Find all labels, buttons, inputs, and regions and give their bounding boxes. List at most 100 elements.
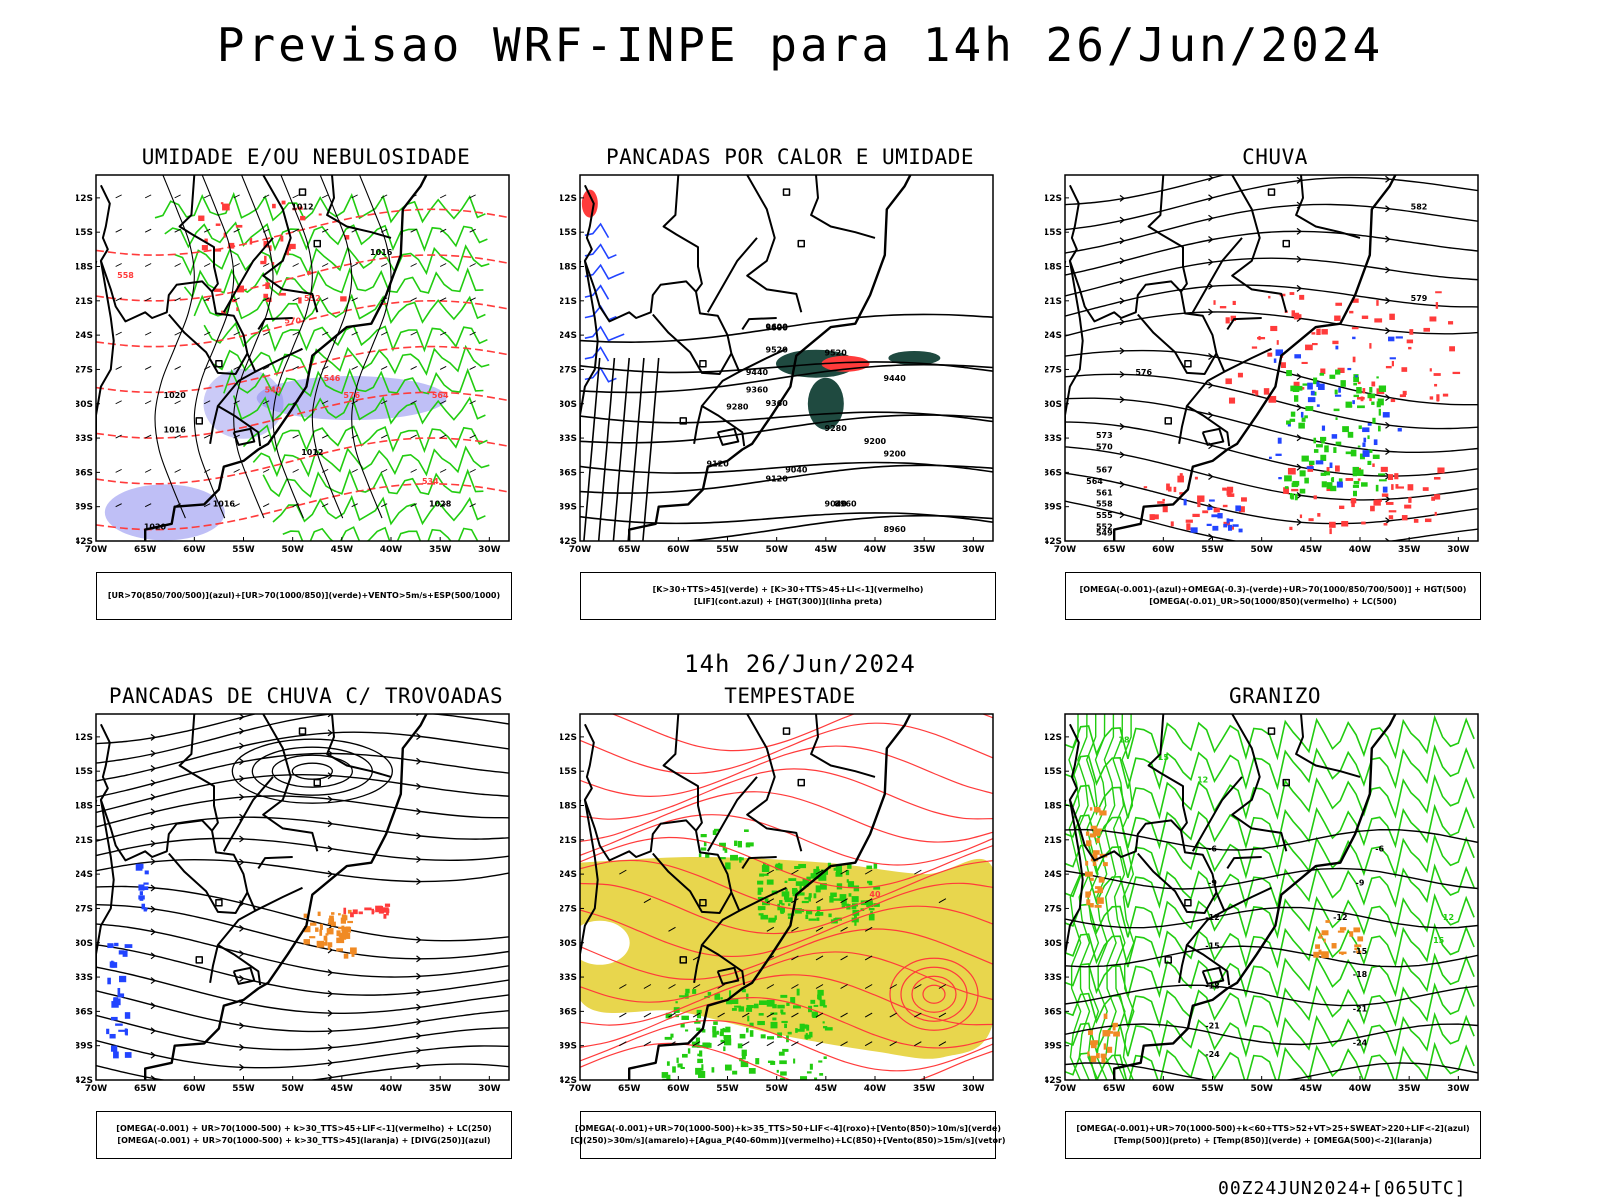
omega-blue [1373,439,1378,446]
wind850-green [757,1020,765,1026]
wind850-green [672,1066,676,1073]
wind-vector [439,366,447,370]
omega-green [1352,490,1357,497]
country-border [209,944,219,983]
omega500-orange [1339,927,1347,931]
lon-tick-label: 30W [478,545,501,555]
streamline-arrow [239,924,245,932]
omega-blue [1269,456,1272,459]
lat-tick-label: 30S [1045,400,1062,410]
wind850-green [816,917,820,921]
wind850-green [806,1071,812,1074]
wind-vector [115,263,122,267]
wind-vector [439,194,447,199]
streamline [1065,257,1478,297]
omega500-orange [1091,854,1098,860]
omega-red [1435,302,1439,309]
wind-vector [439,331,447,336]
wind850-green [729,990,732,998]
wind850-green [868,907,875,911]
streamline-arrow [416,878,422,886]
omega500-orange [1318,949,1322,955]
wind850-green [769,918,776,922]
lon-tick-label: 45W [1300,1084,1323,1094]
lat-tick-label: 27S [1045,365,1062,375]
contour-label: -24 [1205,1050,1220,1059]
wind850-green [746,993,749,1000]
legend-line: [K>30+TTS>45](verde) + [K>30+TTS>45+LI<-… [652,585,924,594]
humid-contour-green [252,445,490,478]
omega-red [1372,463,1375,467]
humid-contour-green [154,191,486,224]
plot-layer: 40 [580,714,993,1080]
wind-vector [203,503,211,508]
wind850-green [741,1049,747,1057]
lat-tick-label: 36S [560,468,577,478]
wind850-green [701,1064,704,1071]
streamline-arrow [239,714,245,721]
omega-red [1225,378,1232,385]
storm-orange [303,939,310,945]
humid-contour-green [272,494,486,526]
wind850-green [799,1023,805,1030]
omega-green [1333,447,1337,453]
lake-marker [679,417,687,425]
omega-blue [1300,411,1304,418]
streamline-arrow [1296,434,1302,442]
streamline-arrow [1385,537,1390,541]
lat-tick-label: 12S [1045,733,1062,743]
wind-vector [938,898,947,904]
wind850-green [788,903,791,906]
streamline [96,1063,509,1080]
contour-label: 1012 [301,448,323,457]
divergence-blue [113,1051,119,1059]
wind-vector [914,1041,922,1047]
wind-vector [203,331,211,336]
wind-vector [938,1012,947,1018]
country-border [746,175,803,313]
omega-red [1289,526,1293,531]
wind850-green [817,989,824,996]
lif-contour [584,284,610,300]
anticyclone-loop [271,754,353,788]
humidity-red-patch [297,206,303,210]
omega-blue [1275,349,1284,356]
omega-red [1401,367,1408,372]
streamline-arrow [150,840,156,848]
storm-orange [319,929,323,936]
divergence-blue [114,942,119,947]
country-border [706,237,758,313]
omega-green [1330,485,1337,492]
omega500-orange [1094,904,1102,908]
streamline-arrow [239,835,245,843]
omega-green [1319,436,1327,441]
country-border [1068,184,1182,323]
streamline-arrow [327,1044,333,1052]
wind850-green [787,916,791,919]
omega500-orange [1113,1031,1120,1037]
omega-blue [1277,437,1282,444]
wind850-green [701,1029,706,1033]
wind850-green [761,873,769,876]
streamline [96,885,509,942]
omega-green [1329,374,1336,379]
storm-orange [303,926,311,933]
country-border [1068,723,1182,862]
lat-tick-label: 12S [76,733,93,743]
contour-label: -12 [1333,913,1347,922]
mid-forecast-time: 14h 26/Jun/2024 [684,650,916,678]
divergence-blue [135,863,143,871]
omega500-orange [1090,877,1094,881]
convection-area [888,351,941,365]
wind-vector [262,228,270,233]
wind-vector [692,984,701,989]
omega-blue [1217,513,1223,519]
wind-vector [233,400,240,405]
omega-blue [1294,354,1302,359]
country-border [1191,776,1243,852]
plot-frame [1064,174,1479,542]
contour-label: 570 [284,317,301,326]
country-border [1178,944,1188,983]
omega-red [1332,340,1339,345]
